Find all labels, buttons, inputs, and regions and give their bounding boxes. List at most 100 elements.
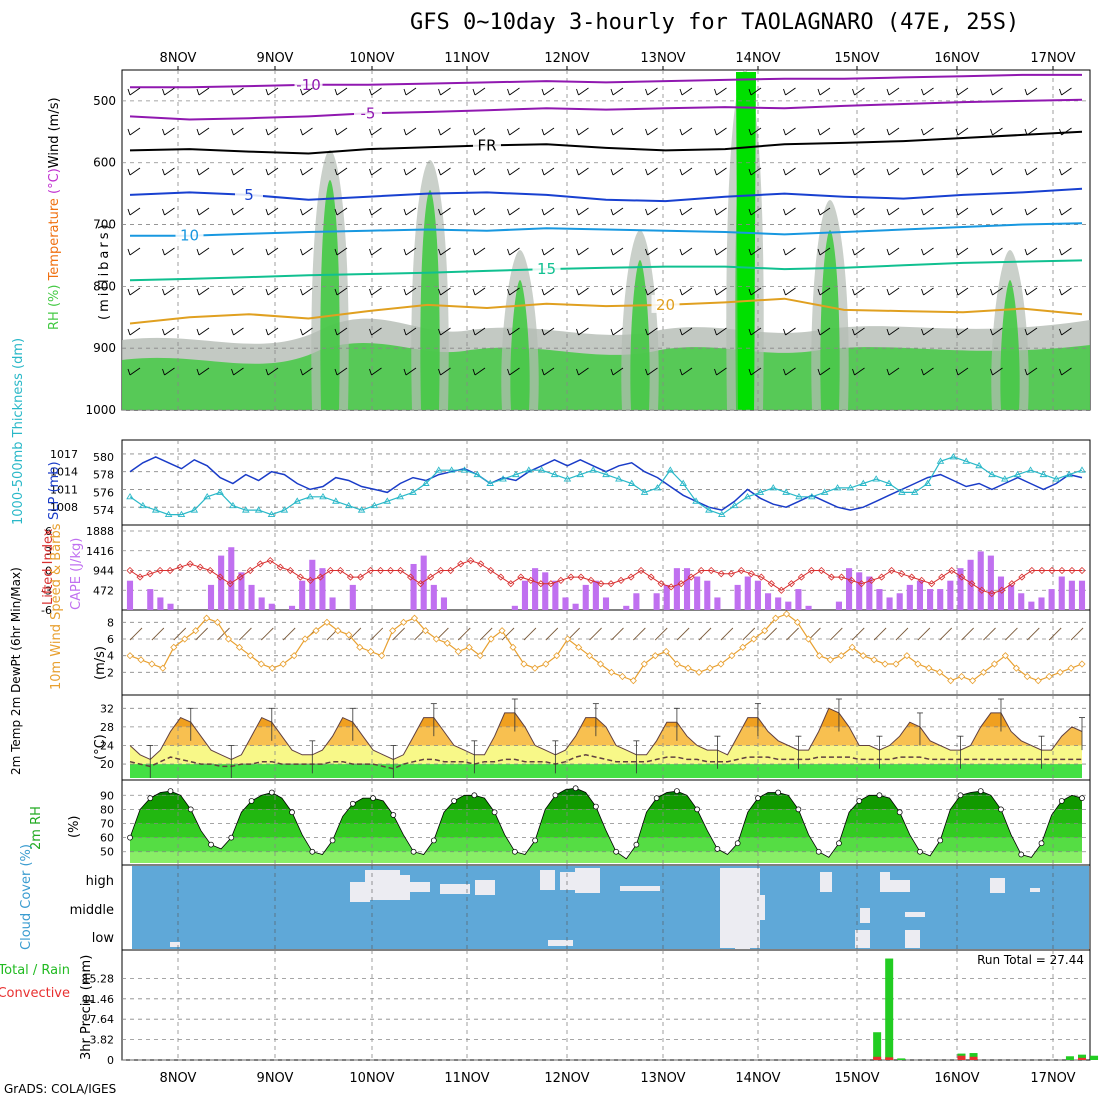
lifted-index-point (577, 573, 585, 581)
cape-bar (785, 601, 792, 610)
precip-bar (897, 1058, 906, 1060)
thickness-line (129, 456, 1083, 516)
cape-bar (329, 597, 336, 610)
thickness-point (267, 510, 276, 518)
wind-barb (231, 288, 234, 296)
y-tick-cape: 472 (93, 584, 114, 597)
lifted-index-point (948, 566, 956, 575)
y-tick-li: 3 (45, 545, 52, 558)
wind-barb (679, 368, 683, 376)
wind-barb (681, 167, 693, 176)
cape-bar (906, 584, 913, 610)
cape-bar (1008, 584, 1015, 610)
y-tick-thickness: 578 (93, 469, 114, 482)
wind-speed-point (892, 660, 900, 668)
wind-barb (578, 127, 589, 136)
wind-barb (164, 207, 175, 216)
wind-barb (233, 167, 244, 176)
wind-speed-point (268, 664, 276, 672)
wind-barb (681, 367, 693, 376)
wind-speed-point (936, 668, 944, 676)
lifted-index-point (447, 566, 455, 575)
wind-speed-point (1012, 664, 1020, 672)
wind-speed-point (750, 635, 758, 643)
chart-title: GFS 0~10day 3-hourly for TAOLAGNARO (47E… (410, 10, 1020, 35)
wind-barb (541, 328, 545, 336)
wind-speed-point (837, 652, 845, 660)
wind-barb (196, 88, 200, 96)
wind-barb (854, 167, 865, 176)
wind-barb (541, 128, 545, 136)
cloud-block (365, 870, 400, 900)
wind-barb (1026, 287, 1038, 296)
wind-barb (440, 167, 451, 176)
rh-point (390, 812, 397, 818)
wind-barb (233, 207, 244, 216)
wind-barb (300, 288, 303, 296)
wind-barb (164, 127, 175, 136)
wind-barb (679, 128, 683, 136)
wind-barb (300, 88, 303, 96)
wind-barb (403, 208, 407, 216)
lifted-index-point (898, 570, 906, 578)
wind-barb-10m (939, 627, 953, 641)
wind-barb (750, 247, 762, 256)
temp-band (130, 726, 1082, 746)
wind-barb (162, 208, 165, 216)
wind-barb (610, 88, 614, 96)
cape-bar (238, 572, 245, 610)
wind-speed-point (848, 643, 856, 651)
rh-point (633, 841, 640, 848)
wind-barb-10m (392, 627, 405, 641)
wind-barb (371, 327, 382, 336)
lifted-index-point (647, 573, 655, 581)
wind-barb-10m (173, 627, 187, 641)
wind-barb (1061, 207, 1072, 216)
wind-speed-point (356, 643, 364, 651)
wind-barb (233, 247, 244, 256)
lifted-index-point (376, 566, 385, 575)
rh-point (451, 798, 457, 804)
wind-barb (541, 88, 545, 96)
thickness-point (216, 488, 224, 495)
rh-plume-green (820, 230, 840, 410)
lifted-index-point (196, 563, 204, 571)
wind-barb (576, 248, 579, 256)
date-label-bottom: 8NOV (160, 1071, 197, 1086)
wind-barb (854, 207, 865, 216)
wind-barb (507, 368, 510, 376)
wind-barb (714, 328, 717, 336)
rh-point (289, 809, 295, 816)
cape-bar (288, 605, 296, 610)
wind-barb (405, 287, 417, 296)
wind-barb (647, 167, 658, 176)
wind-barb (578, 207, 589, 216)
rh-units: (%) (67, 816, 82, 839)
wind-barb (267, 207, 279, 216)
wind-speed-point (881, 660, 889, 668)
lifted-index-point (787, 580, 795, 588)
wind-barb (750, 127, 762, 136)
date-label-bottom: 12NOV (544, 1071, 589, 1086)
wind-barb (817, 368, 821, 376)
wind-barb-10m (260, 627, 274, 641)
slp-plot: 580 578 576 574 1017 1014 1011 1008 1000-500mb T… (11, 338, 1090, 525)
cape-bar (592, 580, 599, 610)
wind-barb (129, 287, 141, 296)
wind-barb (267, 127, 279, 136)
wind-barb (716, 167, 727, 176)
wind-barb (888, 167, 900, 176)
wind-barb (716, 327, 727, 336)
rh-point (674, 788, 680, 794)
wind-barb (336, 247, 348, 256)
wind-barb (716, 287, 727, 296)
wind-barb (231, 248, 234, 256)
wind-barb (955, 248, 959, 256)
cape-bar (1078, 580, 1086, 610)
wind-barb (1059, 128, 1062, 136)
cape-bar (532, 568, 539, 610)
wind-barb (438, 368, 441, 376)
lifted-index-point (356, 573, 365, 581)
cape-bar (876, 589, 883, 610)
wind-barb (509, 367, 520, 376)
